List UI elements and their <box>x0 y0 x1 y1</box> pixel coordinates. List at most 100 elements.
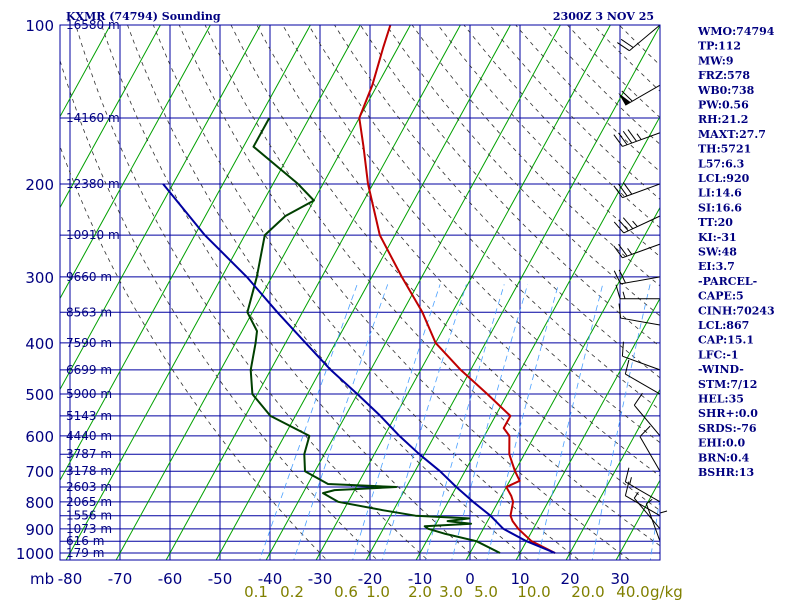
wind-barb-full <box>618 303 622 319</box>
pressure-label: 500 <box>25 386 54 404</box>
index-value: FRZ:578 <box>698 69 750 82</box>
index-value: -WIND- <box>698 363 744 376</box>
isotherm-line <box>265 25 561 560</box>
index-value: L57:6.3 <box>698 157 744 170</box>
wind-barb <box>613 215 661 234</box>
height-label: 5900 m <box>66 387 112 401</box>
dry-adiabat-line <box>385 25 660 317</box>
x-tick-label: 0 <box>465 570 475 588</box>
wind-barb <box>624 481 661 517</box>
height-label: 10910 m <box>66 228 120 242</box>
wind-barb-full <box>615 284 621 299</box>
pressure-label: 200 <box>25 176 54 194</box>
wind-barb-staff <box>625 84 661 106</box>
wind-barb <box>645 498 661 542</box>
x-tick-label: 30 <box>610 570 629 588</box>
index-value: STM:7/12 <box>698 378 757 391</box>
height-label: 6699 m <box>66 363 112 377</box>
wind-barb-staff <box>629 24 661 52</box>
wind-barb-staff <box>633 404 661 437</box>
wind-barb-staff <box>625 373 661 395</box>
wind-barb <box>615 284 660 300</box>
wind-barb-full <box>613 221 625 234</box>
mixing-ratio-label: 20.0 <box>571 583 604 600</box>
index-value: TT:20 <box>698 216 733 229</box>
wind-barb-full <box>618 219 629 232</box>
index-value: KI:-31 <box>698 231 737 244</box>
x-tick-label: -20 <box>358 570 383 588</box>
pressure-label: 700 <box>25 463 54 481</box>
wind-barb-pennant <box>618 93 631 106</box>
mixing-ratio-line <box>424 284 505 560</box>
index-value: SW:48 <box>698 246 737 259</box>
mixing-ratio-label: 0.2 <box>280 583 304 600</box>
wind-barb-full <box>622 217 634 229</box>
wind-barb-staff <box>623 215 661 234</box>
wind-barb-full <box>617 42 630 52</box>
wind-barb-full <box>618 132 628 146</box>
wind-barb <box>617 24 661 52</box>
index-value: CAP:15.1 <box>698 334 754 347</box>
wind-barb <box>624 467 661 503</box>
dry-adiabat-line <box>127 25 530 560</box>
index-value: CAPE:5 <box>698 290 744 303</box>
wind-barb-staff <box>622 243 661 259</box>
dry-adiabat-line <box>178 25 631 560</box>
dry-adiabat-line <box>411 25 660 287</box>
mixing-ratio-unit: g/kg <box>650 583 683 600</box>
mixing-ratio-label: 3.0 <box>439 583 463 600</box>
isotherm-line <box>315 25 611 560</box>
x-tick-label: -10 <box>408 570 433 588</box>
wind-barb-full <box>624 359 630 375</box>
wind-barb-staff <box>633 497 661 530</box>
mixing-ratio-label: 0.1 <box>244 583 268 600</box>
wind-barb-full <box>613 245 623 259</box>
index-value: LCL:920 <box>698 172 750 185</box>
pressure-label: 900 <box>25 521 54 539</box>
sounding-time: 2300Z 3 NOV 25 <box>553 10 654 23</box>
mixing-ratio-label: 2.0 <box>408 583 432 600</box>
height-label: 14160 m <box>66 111 120 125</box>
height-label: 4440 m <box>66 429 112 443</box>
wind-barb <box>633 392 661 437</box>
height-label: 3787 m <box>66 447 112 461</box>
temperature-profile <box>358 25 556 554</box>
height-label: 2603 m <box>66 480 112 494</box>
wind-barb <box>613 129 661 147</box>
wind-barb-full <box>618 269 626 284</box>
x-tick-label: -30 <box>308 570 333 588</box>
wind-barb-full <box>620 38 634 48</box>
pressure-label: 1000 <box>16 545 54 563</box>
wind-barb-half <box>627 248 633 255</box>
wind-barb-half <box>632 220 638 227</box>
wind-barb-full <box>633 392 643 406</box>
wind-barb <box>618 84 661 106</box>
isotherm-line <box>115 25 411 560</box>
index-value: TH:5721 <box>698 143 751 156</box>
pressure-label: 800 <box>25 494 54 512</box>
index-value: BSHR:13 <box>698 466 754 479</box>
index-value: WMO:74794 <box>697 25 775 38</box>
wind-barb-full <box>622 130 633 144</box>
index-value: EI:3.7 <box>698 260 735 273</box>
isotherm-line <box>365 25 660 560</box>
wind-barb-full <box>639 425 651 437</box>
parcel-profile <box>162 183 556 554</box>
mixing-ratio-line <box>293 284 389 560</box>
mixing-ratio-label: 40.0 <box>616 583 649 600</box>
wind-barb-staff <box>620 276 661 285</box>
wind-barb-full <box>621 341 624 357</box>
index-value: MAXT:27.7 <box>698 128 766 141</box>
index-value: LCL:867 <box>698 319 749 332</box>
wind-barb-full <box>622 182 633 195</box>
height-label: 2065 m <box>66 495 112 509</box>
index-value: PW:0.56 <box>698 99 749 112</box>
dry-adiabat-line <box>75 25 429 560</box>
wind-barb <box>613 182 661 199</box>
mixing-ratio-label: 0.6 <box>334 583 358 600</box>
x-tick-label: 10 <box>510 570 529 588</box>
wind-barb-half <box>659 510 668 514</box>
height-label: 3178 m <box>66 464 112 478</box>
wind-barb-staff <box>645 503 661 542</box>
isotherm-line <box>60 25 261 391</box>
